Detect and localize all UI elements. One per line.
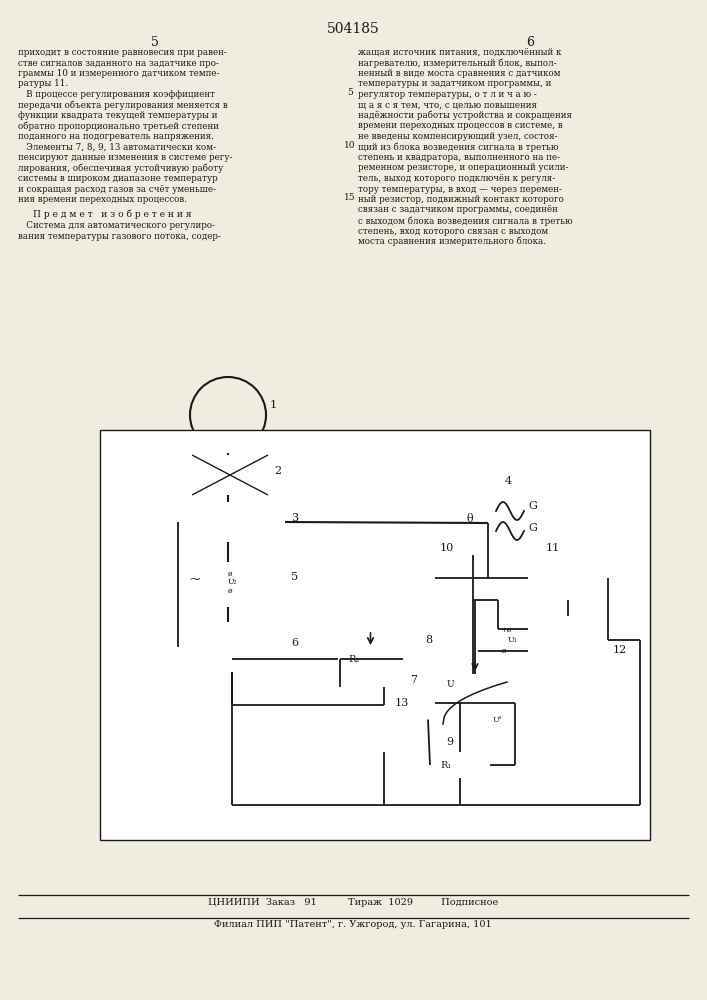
Text: U³: U³ (493, 716, 503, 724)
Text: температуры и задатчиком программы, и: температуры и задатчиком программы, и (358, 80, 551, 89)
Text: передачи объекта регулирования меняется в: передачи объекта регулирования меняется … (18, 101, 228, 110)
Text: степень и квадратора, выполненного на пе-: степень и квадратора, выполненного на пе… (358, 153, 560, 162)
Text: U₂: U₂ (228, 578, 238, 585)
Bar (430, 752, 490, 778)
Text: ø: ø (228, 570, 233, 578)
Text: приходит в состояние равновесия при равен-: приходит в состояние равновесия при раве… (18, 48, 227, 57)
Text: и сокращая расход газов за счёт уменьше-: и сокращая расход газов за счёт уменьше- (18, 184, 216, 194)
Text: 11: 11 (546, 543, 560, 553)
Text: 13: 13 (395, 698, 409, 708)
Text: функции квадрата текущей температуры и: функции квадрата текущей температуры и (18, 111, 218, 120)
Text: -ø: -ø (500, 647, 508, 655)
Text: 5: 5 (291, 572, 298, 582)
Text: G: G (528, 501, 537, 511)
Bar (178, 622, 285, 672)
Text: Элементы 7, 8, 9, 13 автоматически ком-: Элементы 7, 8, 9, 13 автоматически ком- (18, 142, 216, 151)
Text: +ø: +ø (500, 625, 511, 633)
Circle shape (457, 749, 463, 755)
Text: ненный в виде моста сравнения с датчиком: ненный в виде моста сравнения с датчиком (358, 69, 561, 78)
Text: 10: 10 (344, 140, 356, 149)
Text: 6: 6 (526, 36, 534, 49)
Text: надёжности работы устройства и сокращения: надёжности работы устройства и сокращени… (358, 111, 572, 120)
Bar (340, 687, 428, 752)
Text: обратно пропорционально третьей степени: обратно пропорционально третьей степени (18, 121, 219, 131)
Bar (100, 430, 650, 840)
Text: 5: 5 (347, 88, 353, 97)
Text: 504185: 504185 (327, 22, 380, 36)
Text: R₂: R₂ (348, 654, 359, 664)
Text: ный резистор, подвижный контакт которого: ный резистор, подвижный контакт которого (358, 195, 564, 204)
Bar (178, 562, 285, 607)
Text: Филиал ПИП "Патент", г. Ужгород, ул. Гагарина, 101: Филиал ПИП "Патент", г. Ужгород, ул. Гаг… (214, 920, 492, 929)
Text: не введены компенсирующий узел, состоя-: не введены компенсирующий узел, состоя- (358, 132, 558, 141)
Text: 6: 6 (291, 638, 298, 648)
Text: θ: θ (467, 514, 473, 524)
Circle shape (484, 520, 491, 526)
Bar (435, 674, 515, 732)
Text: моста сравнения измерительного блока.: моста сравнения измерительного блока. (358, 237, 546, 246)
Text: щий из блока возведения сигнала в третью: щий из блока возведения сигнала в третью (358, 142, 559, 152)
Bar (528, 555, 608, 600)
Text: 3: 3 (291, 513, 298, 523)
Text: степень, вход которого связан с выходом: степень, вход которого связан с выходом (358, 227, 548, 235)
Text: В процессе регулирования коэффициент: В процессе регулирования коэффициент (18, 90, 215, 99)
Text: жащая источник питания, подключённый к: жащая источник питания, подключённый к (358, 48, 561, 57)
Text: нагревателю, измерительный блок, выпол-: нагревателю, измерительный блок, выпол- (358, 58, 556, 68)
Bar (435, 555, 510, 600)
Text: регулятор температуры, о т л и ч а ю -: регулятор температуры, о т л и ч а ю - (358, 90, 537, 99)
Bar (192, 455, 268, 495)
Text: G: G (528, 523, 537, 533)
Text: 9: 9 (446, 737, 454, 747)
Text: лирования, обеспечивая устойчивую работу: лирования, обеспечивая устойчивую работу (18, 163, 223, 173)
Text: тору температуры, в вход — через перемен-: тору температуры, в вход — через перемен… (358, 184, 562, 194)
Text: П р е д м е т   и з о б р е т е н и я: П р е д м е т и з о б р е т е н и я (33, 210, 192, 219)
Text: U₁: U₁ (508, 636, 518, 644)
Text: 15: 15 (344, 193, 356, 202)
Text: 12: 12 (613, 645, 627, 655)
Text: ременном резисторе, и операционный усили-: ременном резисторе, и операционный усили… (358, 163, 568, 172)
Text: 8: 8 (425, 635, 432, 645)
Text: U: U (447, 680, 455, 689)
Text: 5: 5 (151, 36, 159, 49)
Text: связан с задатчиком программы, соединён: связан с задатчиком программы, соединён (358, 206, 558, 215)
Text: 10: 10 (440, 543, 455, 553)
Text: пенсируют данные изменения в системе регу-: пенсируют данные изменения в системе рег… (18, 153, 233, 162)
Text: граммы 10 и измеренного датчиком темпе-: граммы 10 и измеренного датчиком темпе- (18, 69, 219, 78)
Text: времени переходных процессов в системе, в: времени переходных процессов в системе, … (358, 121, 563, 130)
Text: поданного на подогреватель напряжения.: поданного на подогреватель напряжения. (18, 132, 214, 141)
Text: Система для автоматического регулиро-: Система для автоматического регулиро- (18, 222, 215, 231)
Text: стве сигналов заданного на задатчике про-: стве сигналов заданного на задатчике про… (18, 58, 219, 68)
Text: ЦНИИПИ  Заказ   91          Тираж  1029         Подписное: ЦНИИПИ Заказ 91 Тираж 1029 Подписное (208, 898, 498, 907)
Text: R₁: R₁ (440, 760, 451, 770)
Text: 2: 2 (274, 466, 281, 476)
Text: тель, выход которого подключён к регуля-: тель, выход которого подключён к регуля- (358, 174, 555, 183)
Bar (528, 616, 608, 664)
Text: ø: ø (228, 586, 233, 594)
Bar (178, 502, 285, 542)
Text: вания температуры газового потока, содер-: вания температуры газового потока, содер… (18, 232, 221, 241)
Text: с выходом блока возведения сигнала в третью: с выходом блока возведения сигнала в тре… (358, 216, 573, 226)
Text: ратуры 11.: ратуры 11. (18, 80, 68, 89)
Text: 1: 1 (270, 400, 277, 410)
Text: 7: 7 (410, 675, 417, 685)
Text: щ а я с я тем, что, с целью повышения: щ а я с я тем, что, с целью повышения (358, 101, 537, 109)
Text: 4: 4 (504, 476, 512, 486)
Text: ния времени переходных процессов.: ния времени переходных процессов. (18, 195, 187, 204)
Bar (338, 648, 403, 670)
Text: системы в широком диапазоне температур: системы в широком диапазоне температур (18, 174, 218, 183)
Text: ~: ~ (188, 574, 201, 587)
